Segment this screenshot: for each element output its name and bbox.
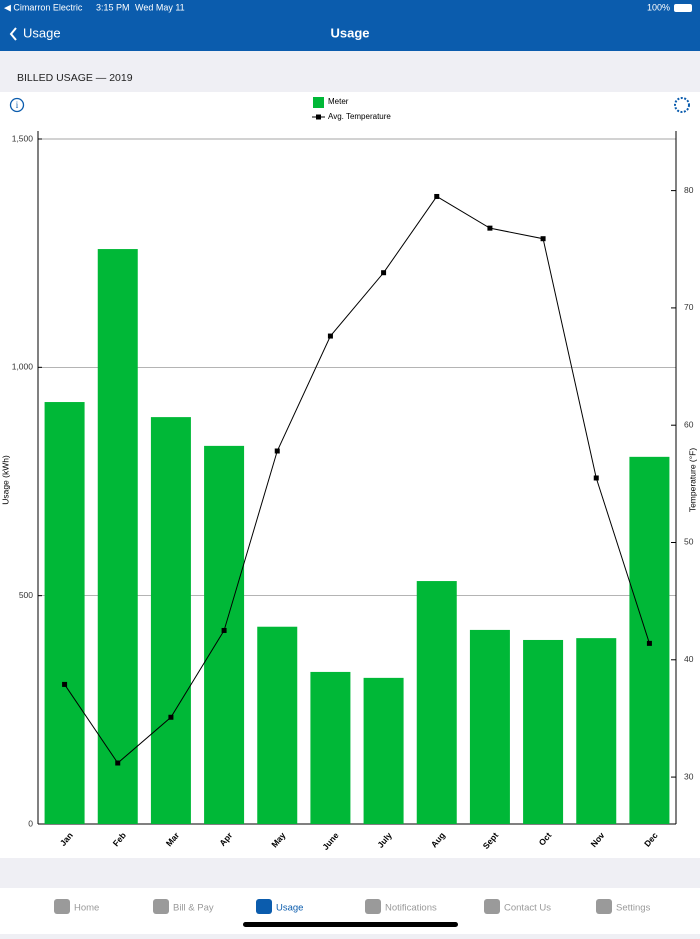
time: 3:15 PM xyxy=(96,2,130,12)
back-icon[interactable] xyxy=(9,27,17,41)
y-tick-label: 0 xyxy=(28,818,33,828)
date: Wed May 11 xyxy=(135,2,185,12)
temperature-point xyxy=(168,714,174,720)
info-glyph: i xyxy=(16,100,19,110)
carrier[interactable]: ◀ Cimarron Electric xyxy=(4,2,83,12)
bar xyxy=(310,671,351,824)
bar xyxy=(416,581,457,824)
home-indicator xyxy=(243,922,458,927)
y2-tick-label: 50 xyxy=(684,537,694,547)
tab-icon[interactable] xyxy=(365,899,381,914)
bar xyxy=(576,638,617,824)
tab-bar xyxy=(0,888,700,934)
temperature-point xyxy=(646,640,652,646)
tab-icon[interactable] xyxy=(256,899,272,914)
tab-label[interactable]: Contact Us xyxy=(504,903,551,914)
nav-title: Usage xyxy=(330,25,369,40)
tab-label[interactable]: Notifications xyxy=(385,903,437,914)
y2-tick-label: 70 xyxy=(684,302,694,312)
legend-label: Avg. Temperature xyxy=(328,112,391,121)
bar xyxy=(469,629,510,824)
tab-label[interactable]: Home xyxy=(74,903,99,914)
tab-icon[interactable] xyxy=(54,899,70,914)
tab-label[interactable]: Settings xyxy=(616,903,651,914)
legend-marker xyxy=(316,114,321,120)
temperature-point xyxy=(487,225,493,231)
y-axis-title: Usage (kWh) xyxy=(0,455,10,505)
battery-level: 100% xyxy=(647,2,670,12)
temperature-point xyxy=(115,760,121,766)
tab-icon[interactable] xyxy=(484,899,500,914)
temperature-point xyxy=(381,270,387,276)
header-bg xyxy=(0,0,700,51)
temperature-point xyxy=(434,193,440,199)
settings-button[interactable] xyxy=(674,97,690,113)
bar xyxy=(44,402,85,824)
y2-tick-label: 40 xyxy=(684,654,694,664)
bar xyxy=(363,677,404,824)
battery-icon xyxy=(674,4,692,12)
temperature-point xyxy=(274,448,280,454)
info-button[interactable] xyxy=(9,97,25,113)
bar xyxy=(257,626,298,824)
tab-icon[interactable] xyxy=(153,899,169,914)
temperature-point xyxy=(593,475,599,481)
legend-label: Meter xyxy=(328,97,349,106)
y2-tick-label: 30 xyxy=(684,771,694,781)
y-tick-label: 1,000 xyxy=(12,362,34,372)
bar xyxy=(629,456,670,824)
y-tick-label: 1,500 xyxy=(12,133,34,143)
temperature-point xyxy=(62,681,68,687)
bar xyxy=(150,417,191,824)
bar xyxy=(204,445,245,824)
tab-label[interactable]: Usage xyxy=(276,903,303,914)
legend-swatch xyxy=(313,97,324,108)
temperature-point xyxy=(327,333,333,339)
section-title: BILLED USAGE — 2019 xyxy=(17,72,133,84)
y-tick-label: 500 xyxy=(19,590,33,600)
temperature-point xyxy=(221,627,227,633)
tab-label[interactable]: Bill & Pay xyxy=(173,903,214,914)
back-button[interactable]: Usage xyxy=(23,25,61,40)
bar xyxy=(523,639,564,824)
bar xyxy=(97,249,138,825)
tab-icon[interactable] xyxy=(596,899,612,914)
y2-tick-label: 80 xyxy=(684,185,694,195)
temperature-line xyxy=(64,195,650,764)
y2-axis-title: Temperature (°F) xyxy=(687,448,697,513)
y2-tick-label: 60 xyxy=(684,419,694,429)
temperature-point xyxy=(540,236,546,242)
